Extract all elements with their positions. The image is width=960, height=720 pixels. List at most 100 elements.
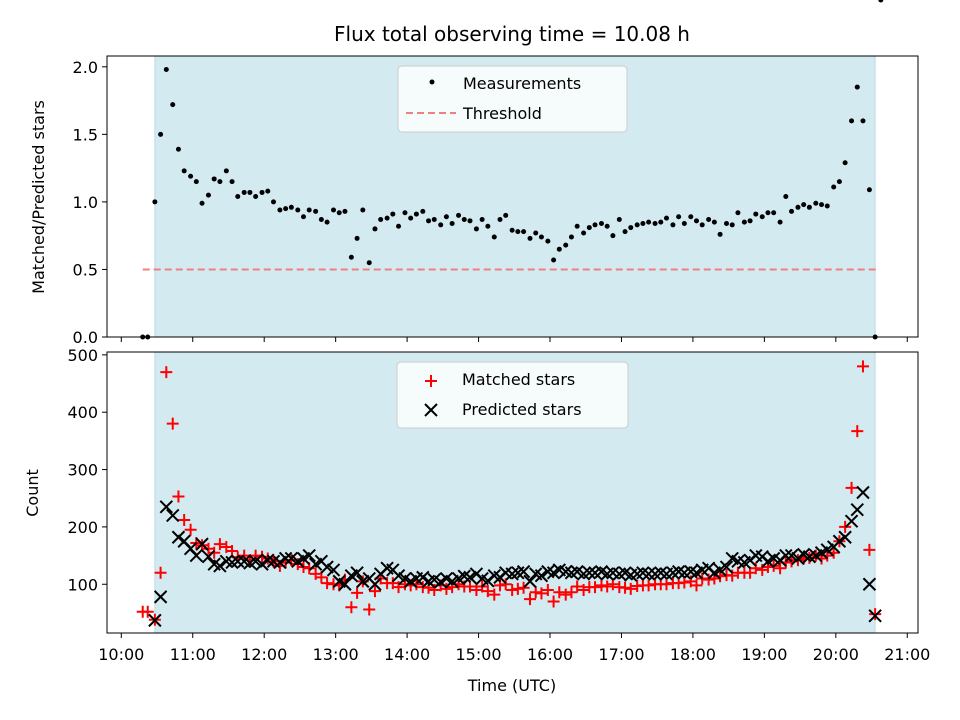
measurement-point xyxy=(836,179,842,185)
measurement-point xyxy=(545,238,551,244)
y-tick-label: 1.5 xyxy=(73,125,98,144)
x-tick-label: 16:00 xyxy=(527,645,573,664)
predicted-point xyxy=(189,548,204,563)
measurement-point xyxy=(449,221,455,227)
matched-point xyxy=(595,579,608,592)
measurement-point xyxy=(747,218,753,224)
predicted-point xyxy=(338,577,352,591)
measurement-point xyxy=(866,187,872,193)
measurement-point xyxy=(456,212,462,218)
bottom-panel-frame xyxy=(106,351,919,634)
measurement-point xyxy=(277,207,283,213)
matched-point xyxy=(345,601,358,614)
predicted-point xyxy=(862,577,877,591)
matched-point xyxy=(869,608,882,621)
measurement-point xyxy=(574,223,580,229)
predicted-point xyxy=(641,567,656,581)
y-tick-label: 1.0 xyxy=(73,193,98,212)
measurement-point xyxy=(438,222,444,228)
measurement-point xyxy=(390,211,396,217)
x-tick-label: 15:00 xyxy=(456,645,502,664)
measurement-point xyxy=(765,210,771,216)
measurement-point xyxy=(485,223,491,229)
matched-point xyxy=(702,573,715,586)
measurement-point xyxy=(622,229,628,235)
matched-point xyxy=(213,538,226,551)
measurement-point xyxy=(396,223,402,229)
predicted-point xyxy=(213,559,227,573)
measurement-point xyxy=(753,211,759,217)
matched-point xyxy=(589,581,602,594)
measurement-point xyxy=(313,208,319,214)
predicted-point xyxy=(516,564,531,579)
measurement-point xyxy=(348,254,354,260)
matched-point xyxy=(565,586,578,599)
y-tick-label: 100 xyxy=(67,575,98,594)
predicted-point xyxy=(231,554,245,569)
measurement-point xyxy=(372,226,378,232)
measurement-point xyxy=(586,225,592,231)
measurement-point xyxy=(616,216,622,222)
bottom-legend: Matched stars Predicted stars xyxy=(396,361,629,429)
matched-point xyxy=(315,571,328,584)
predicted-point xyxy=(302,548,316,563)
matched-point xyxy=(499,578,512,591)
matched-point xyxy=(506,583,519,596)
measurement-point xyxy=(497,216,503,222)
matched-point xyxy=(749,562,762,575)
measurement-point xyxy=(789,208,795,214)
measurement-point xyxy=(259,189,265,195)
measurement-point xyxy=(533,230,539,236)
predicted-point xyxy=(838,530,852,544)
bottom-panel-xticks: 10:00 11:00 12:00 13:00 14:00 15:00 16:00 17:00… xyxy=(98,633,930,664)
predicted-point xyxy=(201,550,216,564)
predicted-point xyxy=(779,548,793,563)
matched-point xyxy=(226,544,239,557)
measurement-point xyxy=(229,179,235,185)
matched-point xyxy=(839,520,852,533)
matched-point xyxy=(624,582,637,595)
y-tick-label: 0.0 xyxy=(73,328,98,347)
measurement-point xyxy=(205,192,211,198)
measurement-point xyxy=(241,189,247,195)
measurement-point xyxy=(813,200,819,206)
bottom-legend-box xyxy=(396,361,629,429)
measurement-point xyxy=(568,234,574,240)
measurement-point xyxy=(634,222,640,228)
top-panel-ylabel: Matched/Predicted stars xyxy=(29,100,48,294)
measurement-point xyxy=(527,235,533,241)
measurement-point xyxy=(717,231,723,237)
measurement-point xyxy=(711,219,717,225)
matched-point xyxy=(249,549,262,562)
measurement-point xyxy=(163,67,169,73)
measurement-point xyxy=(324,219,330,225)
x-tick-label: 13:00 xyxy=(313,645,359,664)
measurement-point xyxy=(878,0,884,3)
measurement-point xyxy=(693,218,699,224)
matched-point xyxy=(368,585,381,598)
measurement-point xyxy=(729,222,735,228)
measurement-point xyxy=(360,207,366,213)
matched-point xyxy=(559,588,572,601)
measurement-point xyxy=(521,229,527,235)
measurement-point xyxy=(849,118,855,124)
predicted-point xyxy=(350,566,364,580)
measurement-point xyxy=(842,160,848,166)
measurement-point xyxy=(461,216,467,222)
matched-point xyxy=(321,577,334,590)
matched-point xyxy=(851,425,864,438)
measurement-point xyxy=(801,202,807,208)
top-panel-marks xyxy=(140,0,884,340)
matched-point xyxy=(256,550,269,563)
measurement-point xyxy=(479,216,485,222)
x-tick-label: 10:00 xyxy=(98,645,144,664)
measurement-point xyxy=(824,203,830,209)
measurement-point xyxy=(354,235,360,241)
measurement-point xyxy=(556,246,562,252)
measurement-point xyxy=(563,242,569,248)
matched-point xyxy=(392,581,405,594)
matched-point xyxy=(172,490,185,503)
matched-point xyxy=(440,582,453,595)
matched-point xyxy=(166,417,179,430)
